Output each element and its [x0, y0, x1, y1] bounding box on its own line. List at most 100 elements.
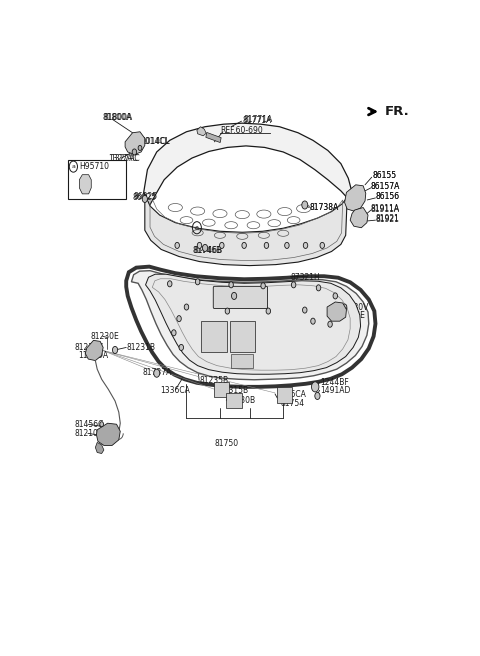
Text: 81456C: 81456C: [75, 420, 104, 429]
Polygon shape: [125, 132, 145, 155]
Text: 82315B: 82315B: [220, 386, 249, 395]
Text: 86155: 86155: [372, 171, 396, 180]
Circle shape: [285, 242, 289, 249]
Text: a: a: [72, 164, 75, 169]
Text: 86155: 86155: [372, 171, 396, 180]
Circle shape: [266, 308, 271, 314]
Text: 85780V: 85780V: [339, 302, 368, 312]
Circle shape: [168, 281, 172, 287]
Text: 81738A: 81738A: [310, 203, 339, 212]
Text: 81210B: 81210B: [75, 429, 104, 438]
Circle shape: [172, 330, 176, 336]
Text: 81771A: 81771A: [243, 115, 272, 123]
Circle shape: [225, 308, 229, 314]
Text: 1249GE: 1249GE: [335, 311, 365, 319]
Text: 81921: 81921: [375, 215, 399, 224]
Circle shape: [154, 369, 160, 377]
Text: 86157A: 86157A: [371, 182, 400, 192]
Text: 81911A: 81911A: [371, 205, 400, 214]
Polygon shape: [145, 274, 360, 374]
Text: 86593D: 86593D: [242, 293, 273, 302]
Text: 86157A: 86157A: [371, 182, 400, 191]
Circle shape: [229, 282, 233, 288]
Circle shape: [142, 195, 147, 203]
Text: FR.: FR.: [384, 105, 409, 118]
Polygon shape: [345, 185, 366, 211]
Circle shape: [302, 307, 307, 313]
Text: 81800A: 81800A: [103, 113, 132, 122]
Text: 1336CA: 1336CA: [160, 386, 190, 395]
Circle shape: [197, 242, 202, 249]
Polygon shape: [96, 442, 104, 453]
Circle shape: [302, 201, 308, 209]
Circle shape: [342, 304, 347, 310]
Circle shape: [203, 245, 208, 251]
Circle shape: [333, 293, 337, 299]
Circle shape: [175, 242, 180, 249]
Text: 86925: 86925: [132, 193, 156, 202]
Polygon shape: [85, 340, 103, 361]
Polygon shape: [327, 302, 347, 321]
Circle shape: [112, 346, 118, 354]
Text: 81737A: 81737A: [143, 368, 172, 377]
Bar: [226, 393, 241, 408]
Text: 81235B: 81235B: [200, 377, 228, 385]
Circle shape: [138, 146, 142, 150]
Bar: [68, 159, 126, 199]
Circle shape: [291, 282, 296, 288]
Text: 81911A: 81911A: [371, 204, 400, 213]
Text: 1244BF: 1244BF: [321, 379, 349, 387]
Circle shape: [261, 283, 265, 289]
Text: 81921: 81921: [375, 214, 399, 223]
Text: 1336CA: 1336CA: [276, 390, 306, 399]
Circle shape: [264, 242, 269, 249]
Circle shape: [132, 149, 137, 155]
Circle shape: [219, 242, 224, 249]
Text: 81746B: 81746B: [193, 246, 222, 255]
Text: 1491AD: 1491AD: [321, 386, 351, 396]
Polygon shape: [197, 127, 206, 136]
Circle shape: [195, 279, 200, 285]
Text: 1125DA: 1125DA: [79, 351, 109, 360]
Polygon shape: [132, 271, 369, 380]
Bar: [276, 387, 292, 403]
Circle shape: [320, 242, 324, 249]
Text: 1014CL: 1014CL: [140, 137, 169, 146]
Circle shape: [316, 285, 321, 291]
Text: 86925: 86925: [133, 192, 158, 201]
Text: 86156: 86156: [375, 192, 399, 201]
Bar: [230, 321, 254, 352]
Text: 81750: 81750: [215, 439, 239, 448]
Circle shape: [100, 422, 104, 427]
Circle shape: [303, 242, 308, 249]
Polygon shape: [144, 123, 352, 206]
Text: 86156: 86156: [375, 192, 399, 201]
Text: 81230E: 81230E: [91, 332, 120, 341]
Circle shape: [311, 318, 315, 324]
Polygon shape: [96, 423, 120, 445]
Circle shape: [184, 304, 189, 310]
Text: 1327AC: 1327AC: [108, 154, 138, 163]
Text: 81231B: 81231B: [126, 343, 155, 352]
Text: H95710: H95710: [79, 162, 109, 171]
Polygon shape: [350, 207, 368, 228]
FancyBboxPatch shape: [213, 286, 267, 308]
Text: 81830B: 81830B: [227, 396, 256, 405]
Text: a: a: [195, 225, 199, 231]
Text: 81738A: 81738A: [309, 203, 338, 212]
Circle shape: [315, 392, 320, 400]
Text: REF.60-690: REF.60-690: [220, 126, 263, 134]
Circle shape: [231, 293, 237, 299]
Bar: [206, 133, 221, 142]
Text: 81800A: 81800A: [104, 113, 133, 121]
Polygon shape: [79, 174, 91, 194]
Bar: [202, 321, 228, 352]
Circle shape: [328, 321, 332, 327]
Bar: [214, 382, 229, 397]
Text: 81754: 81754: [280, 398, 304, 407]
Circle shape: [312, 382, 319, 392]
Polygon shape: [145, 194, 347, 266]
Text: 87321H: 87321H: [290, 273, 320, 281]
Text: 81235C: 81235C: [75, 343, 104, 352]
Text: 1014CL: 1014CL: [141, 137, 170, 146]
